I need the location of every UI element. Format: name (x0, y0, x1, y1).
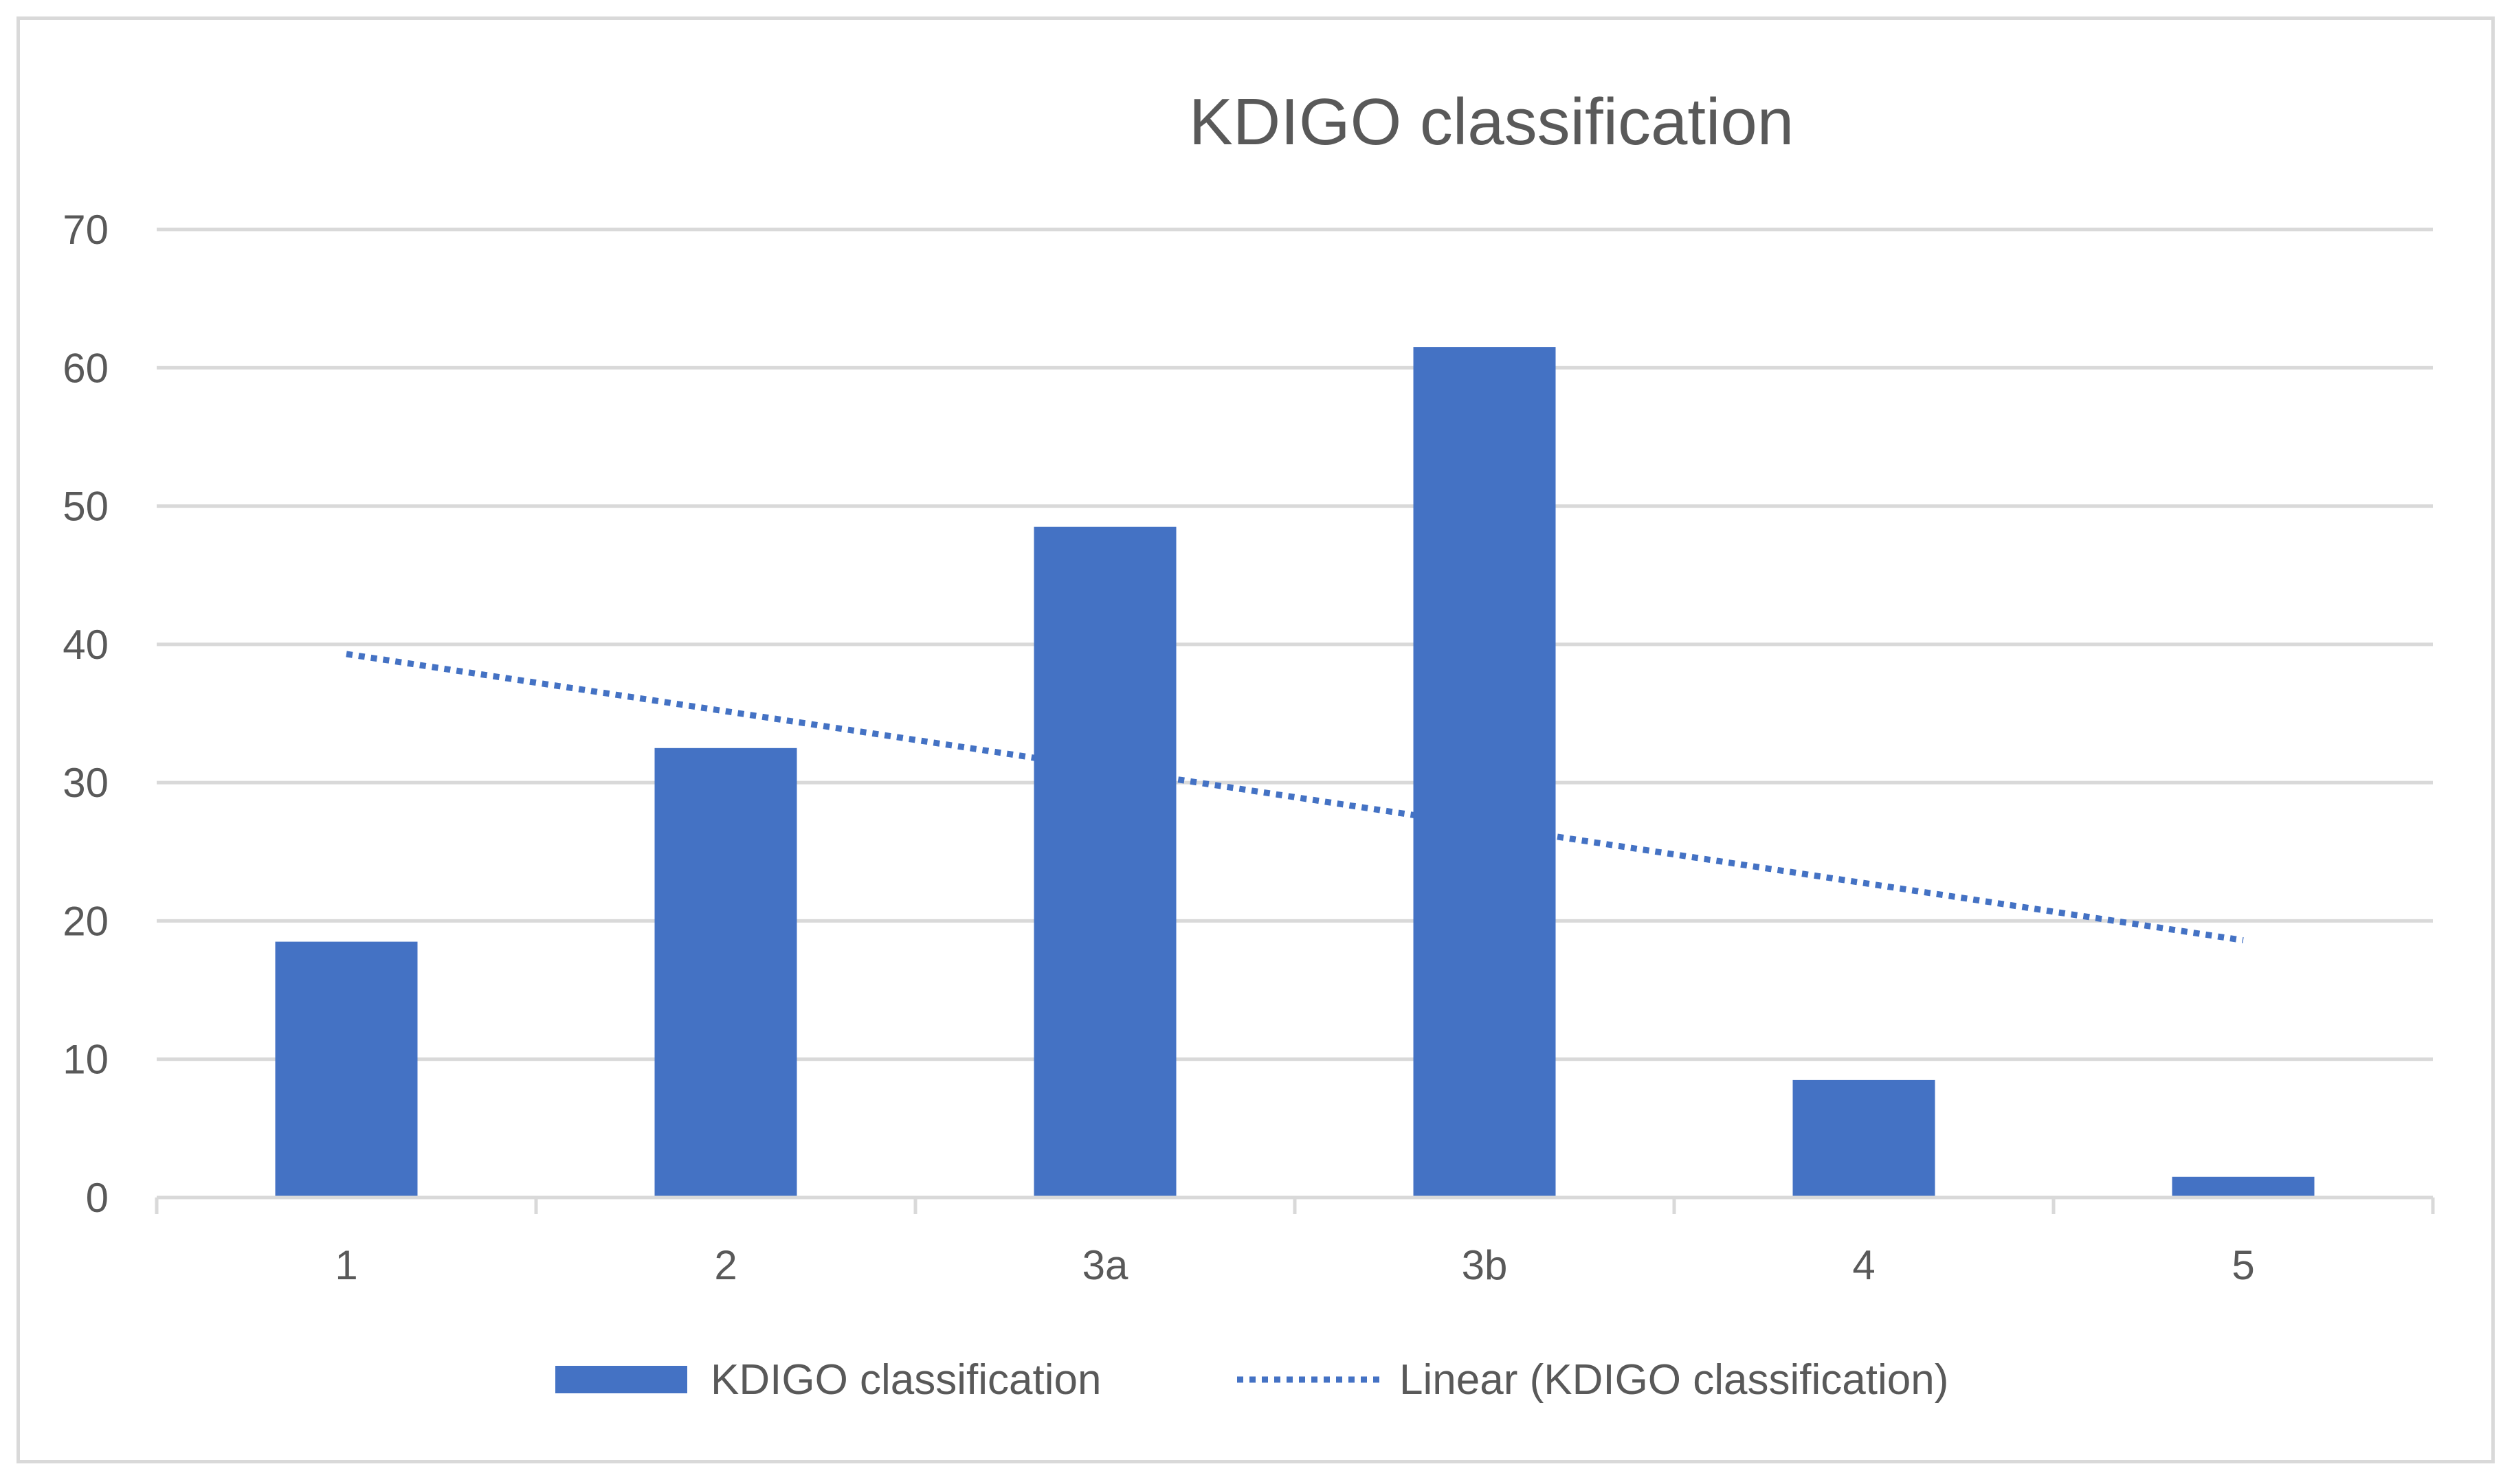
y-tick-label: 20 (63, 898, 109, 944)
y-tick-label: 70 (63, 207, 109, 253)
y-tick-label: 50 (63, 484, 109, 530)
y-tick-label: 0 (86, 1175, 109, 1221)
x-axis-tick-labels: 1 2 3a 3b 4 5 (335, 1242, 2254, 1288)
x-tick-label: 5 (2232, 1242, 2254, 1288)
y-tick-label: 40 (63, 622, 109, 668)
x-tick-label: 3a (1082, 1242, 1128, 1288)
chart-title: KDIGO classification (1189, 85, 1794, 159)
x-tick-label: 1 (335, 1242, 357, 1288)
legend-trendline-label: Linear (KDIGO classification) (1399, 1356, 1948, 1404)
y-tick-label: 10 (63, 1037, 109, 1083)
x-tick-label: 2 (714, 1242, 737, 1288)
bar-2 (654, 747, 797, 1198)
legend-bar-swatch (555, 1366, 687, 1393)
bar-4 (1792, 1079, 1935, 1198)
x-tick-label: 3b (1462, 1242, 1508, 1288)
legend: KDIGO classification Linear (KDIGO class… (555, 1356, 1948, 1404)
trendline (346, 651, 2244, 944)
x-tick-label: 4 (1852, 1242, 1875, 1288)
x-axis (155, 1195, 2435, 1214)
chart-frame (16, 16, 2495, 1463)
bar-5 (2172, 1176, 2315, 1198)
bar-3b (1413, 347, 1556, 1198)
bars (275, 347, 2315, 1198)
bar-3a (1034, 526, 1177, 1198)
y-tick-label: 30 (63, 760, 109, 806)
y-axis-tick-labels: 0 10 20 30 40 50 60 70 (63, 207, 109, 1221)
y-tick-label: 60 (63, 345, 109, 391)
bar-1 (275, 941, 418, 1198)
gridlines (157, 227, 2433, 1061)
legend-bar-label: KDIGO classification (711, 1356, 1102, 1404)
trendline-layer (346, 651, 2244, 944)
